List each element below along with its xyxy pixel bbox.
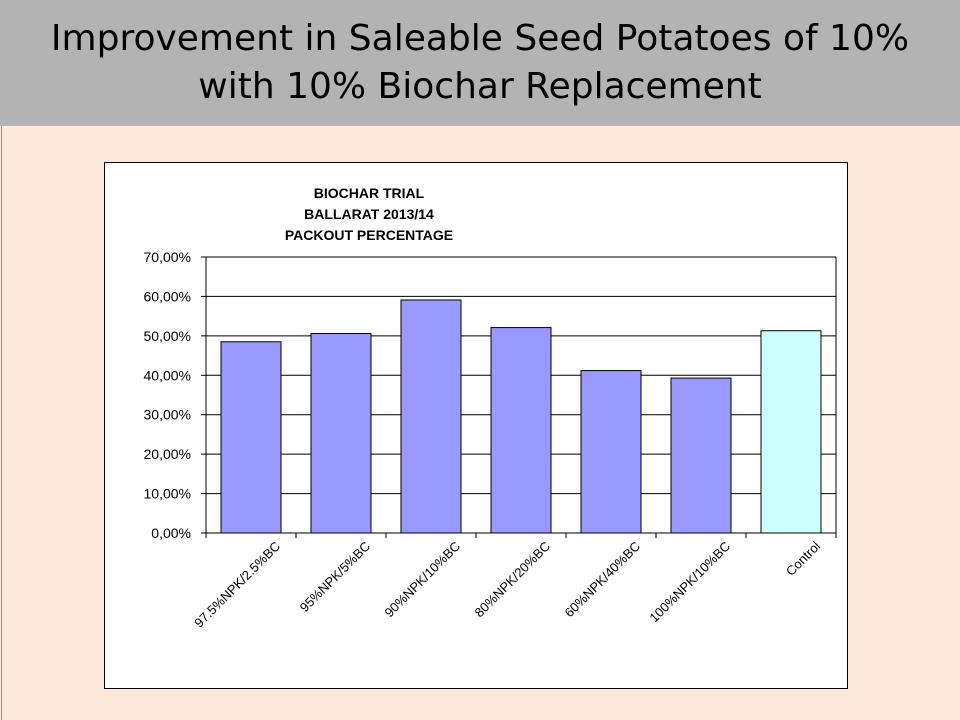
slide-title-line-2: with 10% Biochar Replacement	[198, 66, 762, 107]
x-category-label: Control	[783, 538, 823, 578]
bar	[310, 332, 372, 534]
y-tick-label: 70,00%	[144, 249, 191, 265]
bar	[670, 377, 732, 534]
bar-chart: BIOCHAR TRIAL BALLARAT 2013/14 PACKOUT PER…	[144, 185, 837, 631]
bar	[580, 370, 642, 534]
chart-title-line: PACKOUT PERCENTAGE	[285, 227, 453, 243]
slide-left-rule	[1, 126, 2, 720]
x-category-label: 100%NPK/10%BC	[646, 539, 733, 626]
x-category-label: 60%NPK/40%BC	[561, 539, 643, 621]
bar	[220, 341, 282, 534]
chart-title-line: BALLARAT 2013/14	[304, 206, 434, 222]
slide-title-bar: Improvement in Saleable Seed Potatoes of…	[0, 0, 960, 126]
y-tick-label: 10,00%	[144, 486, 191, 502]
bar	[400, 299, 462, 534]
bar	[760, 330, 822, 534]
bar	[490, 327, 552, 534]
x-category-label: 80%NPK/20%BC	[471, 539, 553, 621]
y-tick-label: 50,00%	[144, 328, 191, 344]
x-category-label: 97.5%NPK/2.5%BC	[191, 539, 283, 631]
slide-title-line-1: Improvement in Saleable Seed Potatoes of…	[50, 18, 910, 59]
y-tick-label: 60,00%	[144, 288, 191, 304]
chart-title-line: BIOCHAR TRIAL	[314, 185, 425, 201]
y-tick-label: 20,00%	[144, 446, 191, 462]
x-category-label: 95%NPK/5%BC	[297, 539, 374, 616]
x-category-label: 90%NPK/10%BC	[381, 539, 463, 621]
y-tick-label: 40,00%	[144, 367, 191, 383]
chart-container: BIOCHAR TRIAL BALLARAT 2013/14 PACKOUT PER…	[104, 162, 848, 689]
y-tick-label: 30,00%	[144, 407, 191, 423]
y-tick-label: 0,00%	[151, 525, 191, 541]
